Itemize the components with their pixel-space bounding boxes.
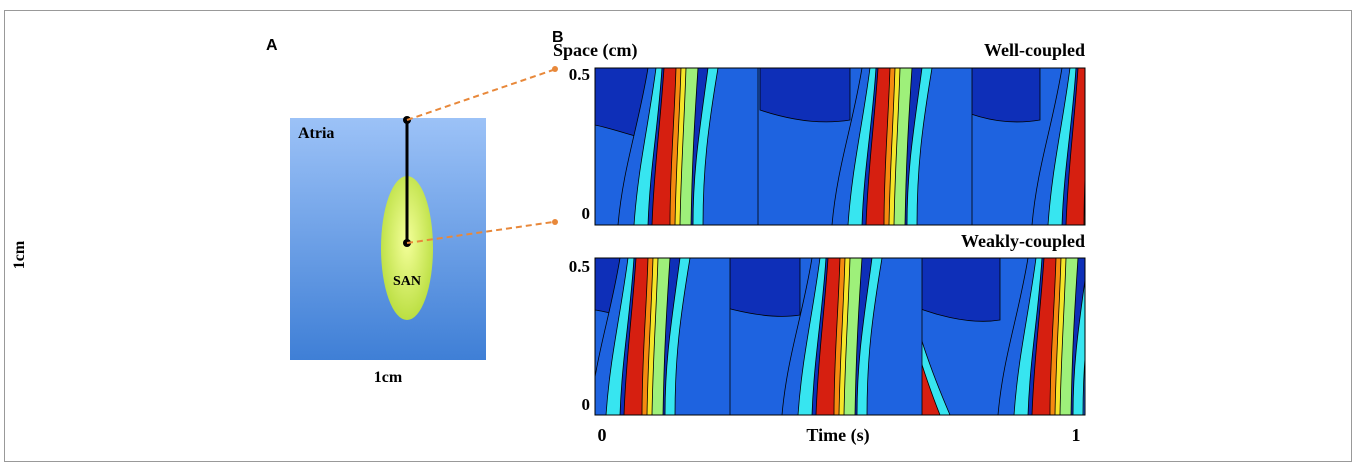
contour-plot (595, 258, 1085, 415)
x-tick-label: 0 (598, 425, 607, 445)
contour-plot (595, 68, 1085, 225)
y-tick-label: 0.5 (569, 65, 590, 84)
san-node (381, 176, 433, 320)
plot-frame (594, 257, 1086, 416)
plot-title: Well-coupled (984, 40, 1085, 60)
zoom-dot (552, 66, 558, 72)
x-tick-label: 1 (1072, 425, 1081, 445)
panel-label: B (552, 29, 564, 46)
panel-label: A (266, 37, 278, 54)
y-tick-label: 0.5 (569, 257, 590, 276)
height-label: 1cm (11, 240, 28, 269)
y-tick-label: 0 (582, 395, 591, 414)
figure-border (4, 10, 1352, 462)
region-label: Atria (298, 125, 334, 142)
plot-title: Weakly-coupled (961, 231, 1085, 251)
node-label: SAN (393, 274, 421, 289)
zoom-line (406, 221, 554, 244)
width-label: 1cm (374, 369, 403, 386)
y-axis-label: Space (cm) (553, 40, 637, 61)
plot-frame (594, 67, 1086, 226)
x-axis-label: Time (s) (806, 425, 869, 446)
zoom-dot (552, 219, 558, 225)
zoom-line (406, 69, 554, 121)
y-tick-label: 0 (582, 204, 591, 223)
